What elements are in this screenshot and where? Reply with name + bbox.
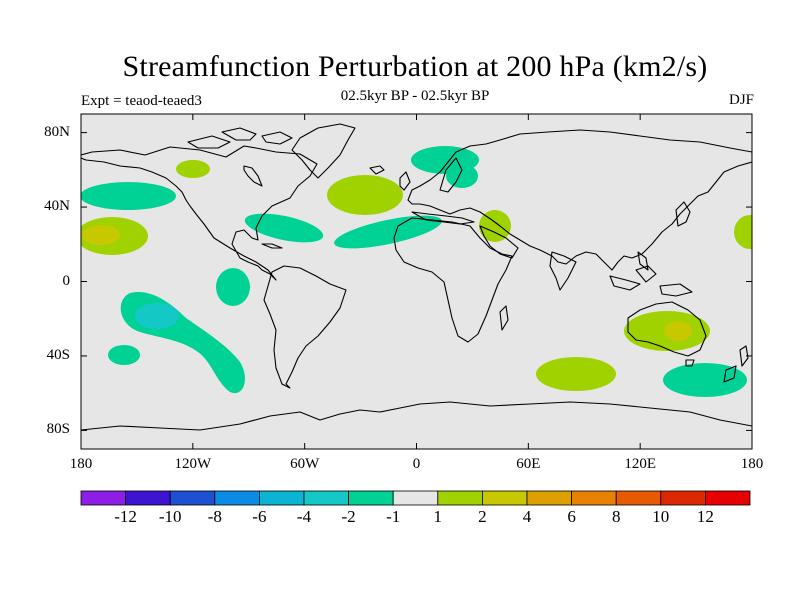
anomaly-north-pacific-west xyxy=(176,160,210,178)
colorbar-swatch xyxy=(258,490,305,506)
anomaly-west-pacific-edge xyxy=(734,215,752,249)
colorbar-swatch xyxy=(481,490,528,506)
anomaly-contours xyxy=(81,146,752,397)
x-tick-label: 120E xyxy=(624,456,656,472)
colorbar-label: 12 xyxy=(696,507,714,526)
colorbar-swatch xyxy=(571,490,617,506)
colorbar-label: -10 xyxy=(158,507,182,526)
x-tick-label: 180 xyxy=(740,456,764,472)
anomaly-scandinavia-tail xyxy=(446,164,478,188)
colorbar-label: -12 xyxy=(114,507,137,526)
x-tick-label: 60E xyxy=(516,456,541,472)
x-tick-label: 0 xyxy=(412,456,421,472)
season-label: DJF xyxy=(728,92,754,108)
colorbar-label: 10 xyxy=(652,507,670,526)
y-tick-label: 80N xyxy=(44,123,70,140)
y-tick-label: 80S xyxy=(46,421,70,438)
colorbar-swatch xyxy=(437,490,483,506)
colorbar-swatch xyxy=(660,490,706,506)
colorbar-label: -1 xyxy=(386,507,401,526)
colorbar-swatch xyxy=(392,490,439,506)
anomaly-south-pacific-west xyxy=(108,345,140,365)
colorbar-label: -2 xyxy=(341,507,356,526)
anomaly-tasman-sea xyxy=(663,363,747,397)
anomaly-australia-core xyxy=(664,321,692,341)
y-tick-label: 40N xyxy=(44,198,70,215)
subtitle: 02.5kyr BP - 02.5kyr BP xyxy=(340,88,490,104)
anomaly-south-pacific-core xyxy=(135,303,179,329)
colorbar-swatch xyxy=(214,490,260,506)
colorbar-swatch xyxy=(526,490,572,506)
colorbar-swatch xyxy=(125,490,171,506)
anomaly-arabia xyxy=(479,210,511,242)
colorbar-label: 1 xyxy=(433,507,443,526)
anomaly-north-africa xyxy=(334,215,442,249)
colorbar xyxy=(80,490,751,506)
colorbar-swatch xyxy=(169,490,216,506)
colorbar-swatch xyxy=(705,490,751,506)
colorbar-label: -8 xyxy=(207,507,222,526)
coastlines xyxy=(81,123,752,431)
anomaly-north-pacific-east xyxy=(81,182,176,210)
y-tick-label: 0 xyxy=(62,272,71,289)
anomaly-north-atlantic xyxy=(327,175,403,215)
colorbar-swatch xyxy=(615,490,662,506)
colorbar-swatch xyxy=(303,490,349,506)
anomaly-western-atlantic xyxy=(244,213,324,243)
anomaly-hawaii-inner xyxy=(82,225,120,245)
colorbar-label: 6 xyxy=(567,507,576,526)
colorbar-swatch xyxy=(348,490,394,506)
x-tick-label: 120W xyxy=(174,456,212,472)
axis-ticks xyxy=(80,114,753,449)
colorbar-label: 8 xyxy=(611,507,621,526)
anomaly-south-indian-ocean xyxy=(536,357,616,391)
x-tick-label: 180 xyxy=(69,456,93,472)
colorbar-label: -6 xyxy=(252,507,267,526)
title: Streamfunction Perturbation at 200 hPa (… xyxy=(122,50,708,83)
y-tick-label: 40S xyxy=(46,346,70,363)
colorbar-label: 2 xyxy=(478,507,487,526)
colorbar-swatch xyxy=(80,490,126,506)
anomaly-eastern-pacific-tropics xyxy=(216,268,250,306)
colorbar-label: -4 xyxy=(296,507,312,526)
colorbar-label: 4 xyxy=(522,507,532,526)
experiment-label: Expt = teaod-teaed3 xyxy=(81,93,202,109)
x-tick-label: 60W xyxy=(290,456,320,472)
